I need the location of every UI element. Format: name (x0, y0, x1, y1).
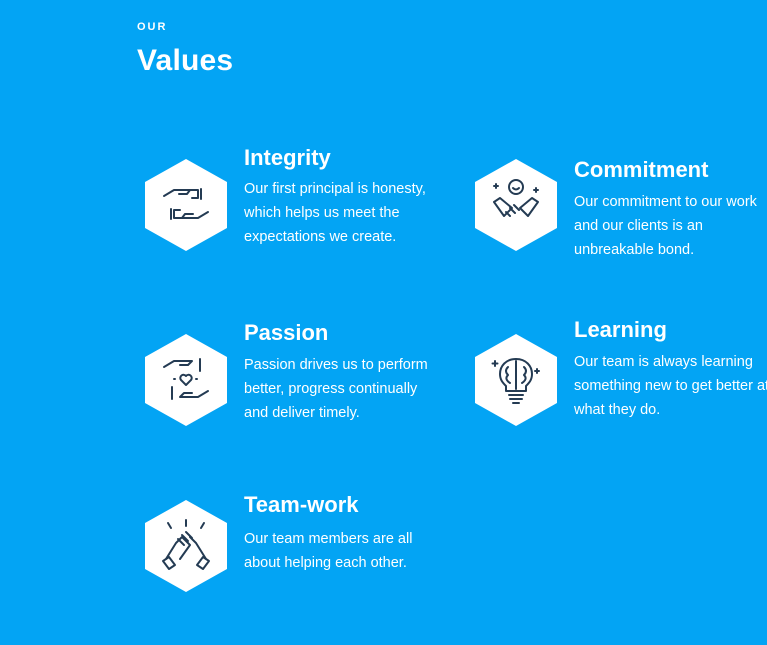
reaching-hands-icon (163, 188, 209, 220)
value-description: Passion drives us to perform better, pro… (244, 357, 428, 421)
value-card-commitment: Commitment Our commitment to our work an… (473, 155, 767, 275)
hexagon-badge (143, 498, 229, 594)
hexagon-badge (473, 157, 559, 253)
value-description: Our team members are all about helping e… (244, 531, 413, 571)
value-card-learning: Learning Our team is always learning som… (473, 317, 767, 437)
brain-bulb-icon (491, 358, 540, 404)
value-title: Team-work (244, 492, 359, 517)
value-card-team-work: Team-work Our team members are all about… (143, 492, 443, 602)
value-title: Learning (574, 317, 667, 342)
clasped-hands-icon (162, 519, 210, 570)
hexagon-badge (143, 332, 229, 428)
handshake-icon (493, 179, 539, 217)
section-eyebrow: OUR (137, 21, 168, 33)
value-description: Our commitment to our work and our clien… (574, 194, 757, 258)
value-card-integrity: Integrity Our first principal is honesty… (143, 143, 443, 283)
value-title: Passion (244, 320, 329, 345)
value-card-passion: Passion Passion drives us to perform bet… (143, 318, 443, 458)
value-title: Commitment (574, 157, 709, 182)
value-description: Our team is always learning something ne… (574, 354, 767, 418)
hands-heart-icon (163, 358, 209, 400)
value-title: Integrity (244, 145, 331, 170)
hexagon-badge (143, 157, 229, 253)
value-description: Our first principal is honesty, which he… (244, 181, 426, 245)
hexagon-badge (473, 332, 559, 428)
page-title: Values (137, 44, 234, 77)
